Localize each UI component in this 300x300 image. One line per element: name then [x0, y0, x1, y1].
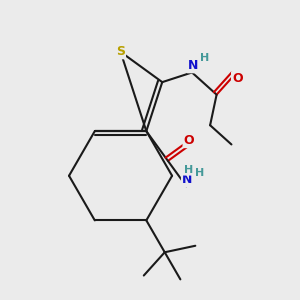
Text: O: O: [232, 72, 243, 85]
Text: H: H: [200, 53, 209, 64]
Text: N: N: [182, 173, 192, 186]
Text: S: S: [116, 45, 125, 58]
Text: H: H: [184, 165, 193, 175]
Text: N: N: [188, 59, 198, 72]
Text: O: O: [184, 134, 194, 147]
Text: H: H: [195, 168, 204, 178]
